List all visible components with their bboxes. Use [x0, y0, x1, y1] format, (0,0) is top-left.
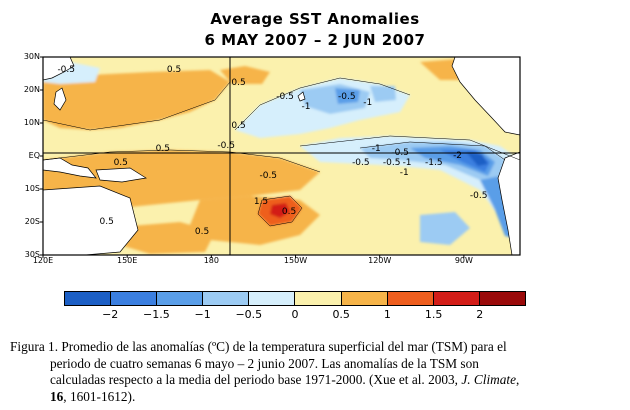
caption-line-1: Figura 1. Promedio de las anomalías (ºC)…: [10, 339, 507, 354]
colorbar-swatch-0-5-1: [341, 292, 388, 305]
land-masses: [43, 57, 520, 255]
colorbar-swatch-minus0-5-0: [249, 292, 296, 305]
colorbar-tick: −1.5: [143, 308, 170, 321]
land-new-guinea: [95, 167, 147, 183]
sst-anomaly-map: [40, 56, 521, 258]
contour-label: -0.5: [259, 170, 278, 181]
contour-label: -1: [301, 101, 311, 112]
colorbar-swatch-1-1-5: [387, 292, 434, 305]
colorbar-swatch-lt-minus2: [65, 292, 112, 305]
lon-label-180: 180: [203, 256, 219, 265]
colorbar-tick: −0.5: [235, 308, 263, 321]
colorbar-swatch-1-5-2: [433, 292, 480, 305]
caption-line-4: 16, 1601-1612).: [10, 389, 622, 406]
contour-label: 0.5: [99, 217, 114, 227]
contour-label: -0.5: [338, 91, 356, 102]
colorbar-swatch-0-0-5: [295, 292, 342, 305]
lat-label-10n: 10N: [23, 118, 40, 127]
colorbar-swatch-gt-2: [479, 292, 525, 305]
caption-line-2: periodo de cuatro semanas 6 mayo – 2 jun…: [50, 355, 479, 371]
warm-region-sw: [120, 222, 215, 254]
contour-label: -1.5: [425, 157, 443, 168]
cool-core-north-3: [370, 86, 396, 102]
warm-core-peak: [270, 203, 290, 218]
lat-label-20s: 20S: [24, 217, 40, 226]
caption-line-3-end: ,: [515, 372, 520, 387]
contour-label: -0.5: [57, 65, 75, 76]
colorbar-tick: 2: [476, 308, 484, 321]
colorbar-tick: −2: [102, 308, 119, 321]
warm-spot-north-1: [220, 66, 270, 84]
lat-label-10s: 10S: [24, 184, 40, 193]
contour-label: 0.5: [281, 207, 297, 218]
contour-label: 0.5: [166, 65, 182, 76]
contour-label: -1: [402, 157, 412, 168]
contour-label: -0.5: [276, 91, 294, 102]
contour-label: -1: [399, 167, 409, 178]
land-central-america: [451, 57, 520, 136]
lon-label-150w: 150W: [283, 256, 308, 265]
contour-label: 0.5: [194, 226, 210, 237]
contour-label: 0.5: [231, 78, 246, 89]
contour-label: -2: [453, 151, 463, 161]
lat-label-20n: 20N: [23, 85, 40, 94]
colorbar-tick: −1: [194, 308, 211, 321]
axis-ticks: [40, 56, 465, 258]
colorbar: [64, 291, 526, 306]
lon-label-90w: 90W: [454, 256, 473, 265]
cool-core-north-2: [335, 88, 360, 104]
caption-volume: 16: [50, 388, 64, 404]
contour-label: -0.5: [391, 147, 409, 158]
contour-label: 0.5: [231, 121, 246, 132]
colorbar-tick: 0: [291, 308, 299, 321]
land-australia: [43, 185, 139, 255]
caption-line-3-text: calculadas respecto a la media del perio…: [50, 372, 462, 387]
contour-label: -0.5: [217, 141, 235, 152]
caption-line-3: calculadas respecto a la media del perio…: [10, 372, 622, 389]
map-title: Average SST Anomalies: [210, 10, 420, 28]
lat-label-30n: 30N: [23, 52, 40, 61]
colorbar-tick: 1: [383, 308, 391, 321]
colorbar-swatch-minus1-minus0-5: [203, 292, 250, 305]
land-philippines: [53, 87, 67, 111]
contour-label: 0.5: [113, 157, 128, 168]
cold-tongue-peak: [466, 152, 488, 166]
caption-journal: J. Climate: [461, 372, 516, 387]
colorbar-tick: 0.5: [332, 308, 350, 321]
contour-label: -0.5: [469, 190, 488, 201]
lat-label-eq: EQ: [28, 151, 40, 160]
contour-label: -0.5: [382, 157, 401, 168]
contour-label: 0.5: [155, 144, 170, 155]
contour-lines: [43, 77, 520, 227]
colorbar-swatch-minus2-minus1-5: [111, 292, 158, 305]
colorbar-tick: 1.5: [424, 308, 443, 321]
lon-label-120e: 120E: [32, 256, 54, 265]
contour-label: -1: [363, 98, 373, 109]
lon-label-150e: 150E: [117, 256, 138, 265]
cool-region-south: [420, 212, 470, 245]
contour-label: -0.5: [352, 157, 370, 168]
lat-label-30s: 30S: [24, 250, 40, 259]
lon-label-120w: 120W: [368, 256, 392, 265]
land-indonesia: [43, 157, 97, 179]
figure-caption: Figura 1. Promedio de las anomalías (ºC)…: [10, 339, 622, 405]
map-canvas: [40, 56, 521, 258]
land-asia: [43, 57, 75, 81]
caption-pages: , 1601-1612).: [63, 388, 136, 404]
land-south-america: [497, 151, 520, 255]
contour-label: 1.5: [253, 197, 269, 208]
colorbar-swatch-minus1-5-minus1: [157, 292, 204, 305]
land-hawaii: [297, 91, 306, 102]
warm-region-north: [43, 70, 230, 130]
map-date-range: 6 MAY 2007 – 2 JUN 2007: [204, 31, 426, 49]
contour-label: -1: [371, 144, 381, 155]
